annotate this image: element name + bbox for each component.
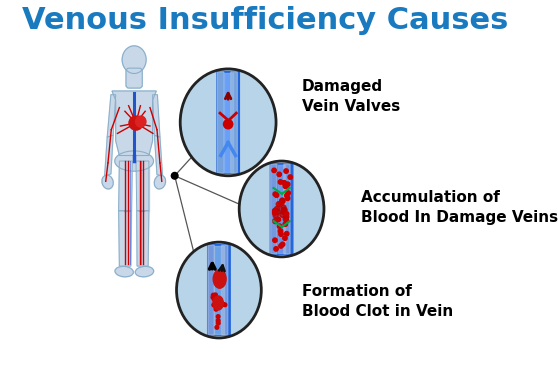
Circle shape xyxy=(279,232,283,236)
FancyBboxPatch shape xyxy=(222,245,228,335)
Polygon shape xyxy=(119,161,132,211)
Circle shape xyxy=(273,218,278,223)
Ellipse shape xyxy=(213,296,223,310)
Polygon shape xyxy=(136,161,149,211)
FancyBboxPatch shape xyxy=(208,245,230,335)
Ellipse shape xyxy=(115,151,153,171)
Circle shape xyxy=(286,191,290,195)
Circle shape xyxy=(280,212,285,217)
Polygon shape xyxy=(119,211,132,266)
Circle shape xyxy=(225,121,231,127)
Circle shape xyxy=(282,208,287,213)
Text: Accumulation of
Blood In Damage Veins: Accumulation of Blood In Damage Veins xyxy=(361,190,558,225)
Circle shape xyxy=(272,209,277,213)
Ellipse shape xyxy=(135,266,153,277)
Polygon shape xyxy=(137,211,149,266)
Circle shape xyxy=(278,201,283,206)
FancyBboxPatch shape xyxy=(284,164,290,254)
FancyBboxPatch shape xyxy=(271,164,277,254)
Text: Formation of
Blood Clot in Vein: Formation of Blood Clot in Vein xyxy=(302,284,453,319)
Circle shape xyxy=(284,219,288,223)
Circle shape xyxy=(283,222,287,226)
Circle shape xyxy=(215,326,219,329)
Circle shape xyxy=(273,213,278,218)
Circle shape xyxy=(284,184,288,188)
Circle shape xyxy=(214,307,218,311)
Ellipse shape xyxy=(129,116,143,130)
Circle shape xyxy=(276,217,281,222)
Circle shape xyxy=(277,172,281,176)
Ellipse shape xyxy=(136,116,146,127)
Circle shape xyxy=(281,209,286,214)
Ellipse shape xyxy=(155,175,166,189)
Circle shape xyxy=(285,232,289,236)
Circle shape xyxy=(283,214,289,219)
Circle shape xyxy=(276,202,281,207)
Circle shape xyxy=(275,209,280,214)
Circle shape xyxy=(282,181,286,185)
FancyBboxPatch shape xyxy=(126,68,142,88)
Circle shape xyxy=(272,168,276,172)
Circle shape xyxy=(285,212,289,216)
Text: Venous Insufficiency Causes: Venous Insufficiency Causes xyxy=(22,6,508,36)
Circle shape xyxy=(273,192,277,196)
Circle shape xyxy=(283,216,288,221)
Ellipse shape xyxy=(115,266,133,277)
Ellipse shape xyxy=(213,270,226,288)
Circle shape xyxy=(279,244,283,248)
Polygon shape xyxy=(112,91,156,155)
Circle shape xyxy=(212,297,216,301)
Circle shape xyxy=(286,182,290,186)
Circle shape xyxy=(212,303,215,307)
Circle shape xyxy=(288,175,292,179)
Ellipse shape xyxy=(176,242,261,338)
Ellipse shape xyxy=(102,175,113,189)
Circle shape xyxy=(214,306,218,309)
Circle shape xyxy=(211,293,215,297)
Circle shape xyxy=(285,194,289,198)
Circle shape xyxy=(217,321,220,325)
Circle shape xyxy=(211,296,215,299)
Circle shape xyxy=(275,206,280,212)
Circle shape xyxy=(283,236,287,240)
Circle shape xyxy=(171,172,178,179)
Circle shape xyxy=(275,193,279,198)
Polygon shape xyxy=(152,95,160,137)
Circle shape xyxy=(223,303,227,307)
Polygon shape xyxy=(155,135,162,176)
Circle shape xyxy=(280,198,285,203)
FancyBboxPatch shape xyxy=(217,71,239,173)
FancyBboxPatch shape xyxy=(208,245,214,335)
Circle shape xyxy=(273,238,277,242)
FancyBboxPatch shape xyxy=(230,72,237,173)
Polygon shape xyxy=(107,95,116,137)
Circle shape xyxy=(281,205,286,210)
Circle shape xyxy=(217,319,220,322)
Circle shape xyxy=(272,211,277,215)
Circle shape xyxy=(214,293,217,297)
Circle shape xyxy=(221,302,225,306)
FancyBboxPatch shape xyxy=(270,164,293,254)
Ellipse shape xyxy=(122,46,146,74)
Circle shape xyxy=(285,196,290,201)
Circle shape xyxy=(280,242,285,246)
Circle shape xyxy=(284,169,288,173)
Circle shape xyxy=(277,224,282,228)
Circle shape xyxy=(273,208,278,213)
Polygon shape xyxy=(105,135,113,176)
Circle shape xyxy=(280,199,285,204)
Ellipse shape xyxy=(180,69,276,176)
Circle shape xyxy=(278,229,283,233)
Circle shape xyxy=(278,180,283,184)
Circle shape xyxy=(283,184,287,188)
FancyBboxPatch shape xyxy=(217,72,224,173)
Circle shape xyxy=(274,247,278,251)
Ellipse shape xyxy=(239,161,324,257)
Circle shape xyxy=(221,302,224,306)
Circle shape xyxy=(217,315,220,319)
Circle shape xyxy=(281,207,286,212)
Text: Damaged
Vein Valves: Damaged Vein Valves xyxy=(302,79,400,114)
